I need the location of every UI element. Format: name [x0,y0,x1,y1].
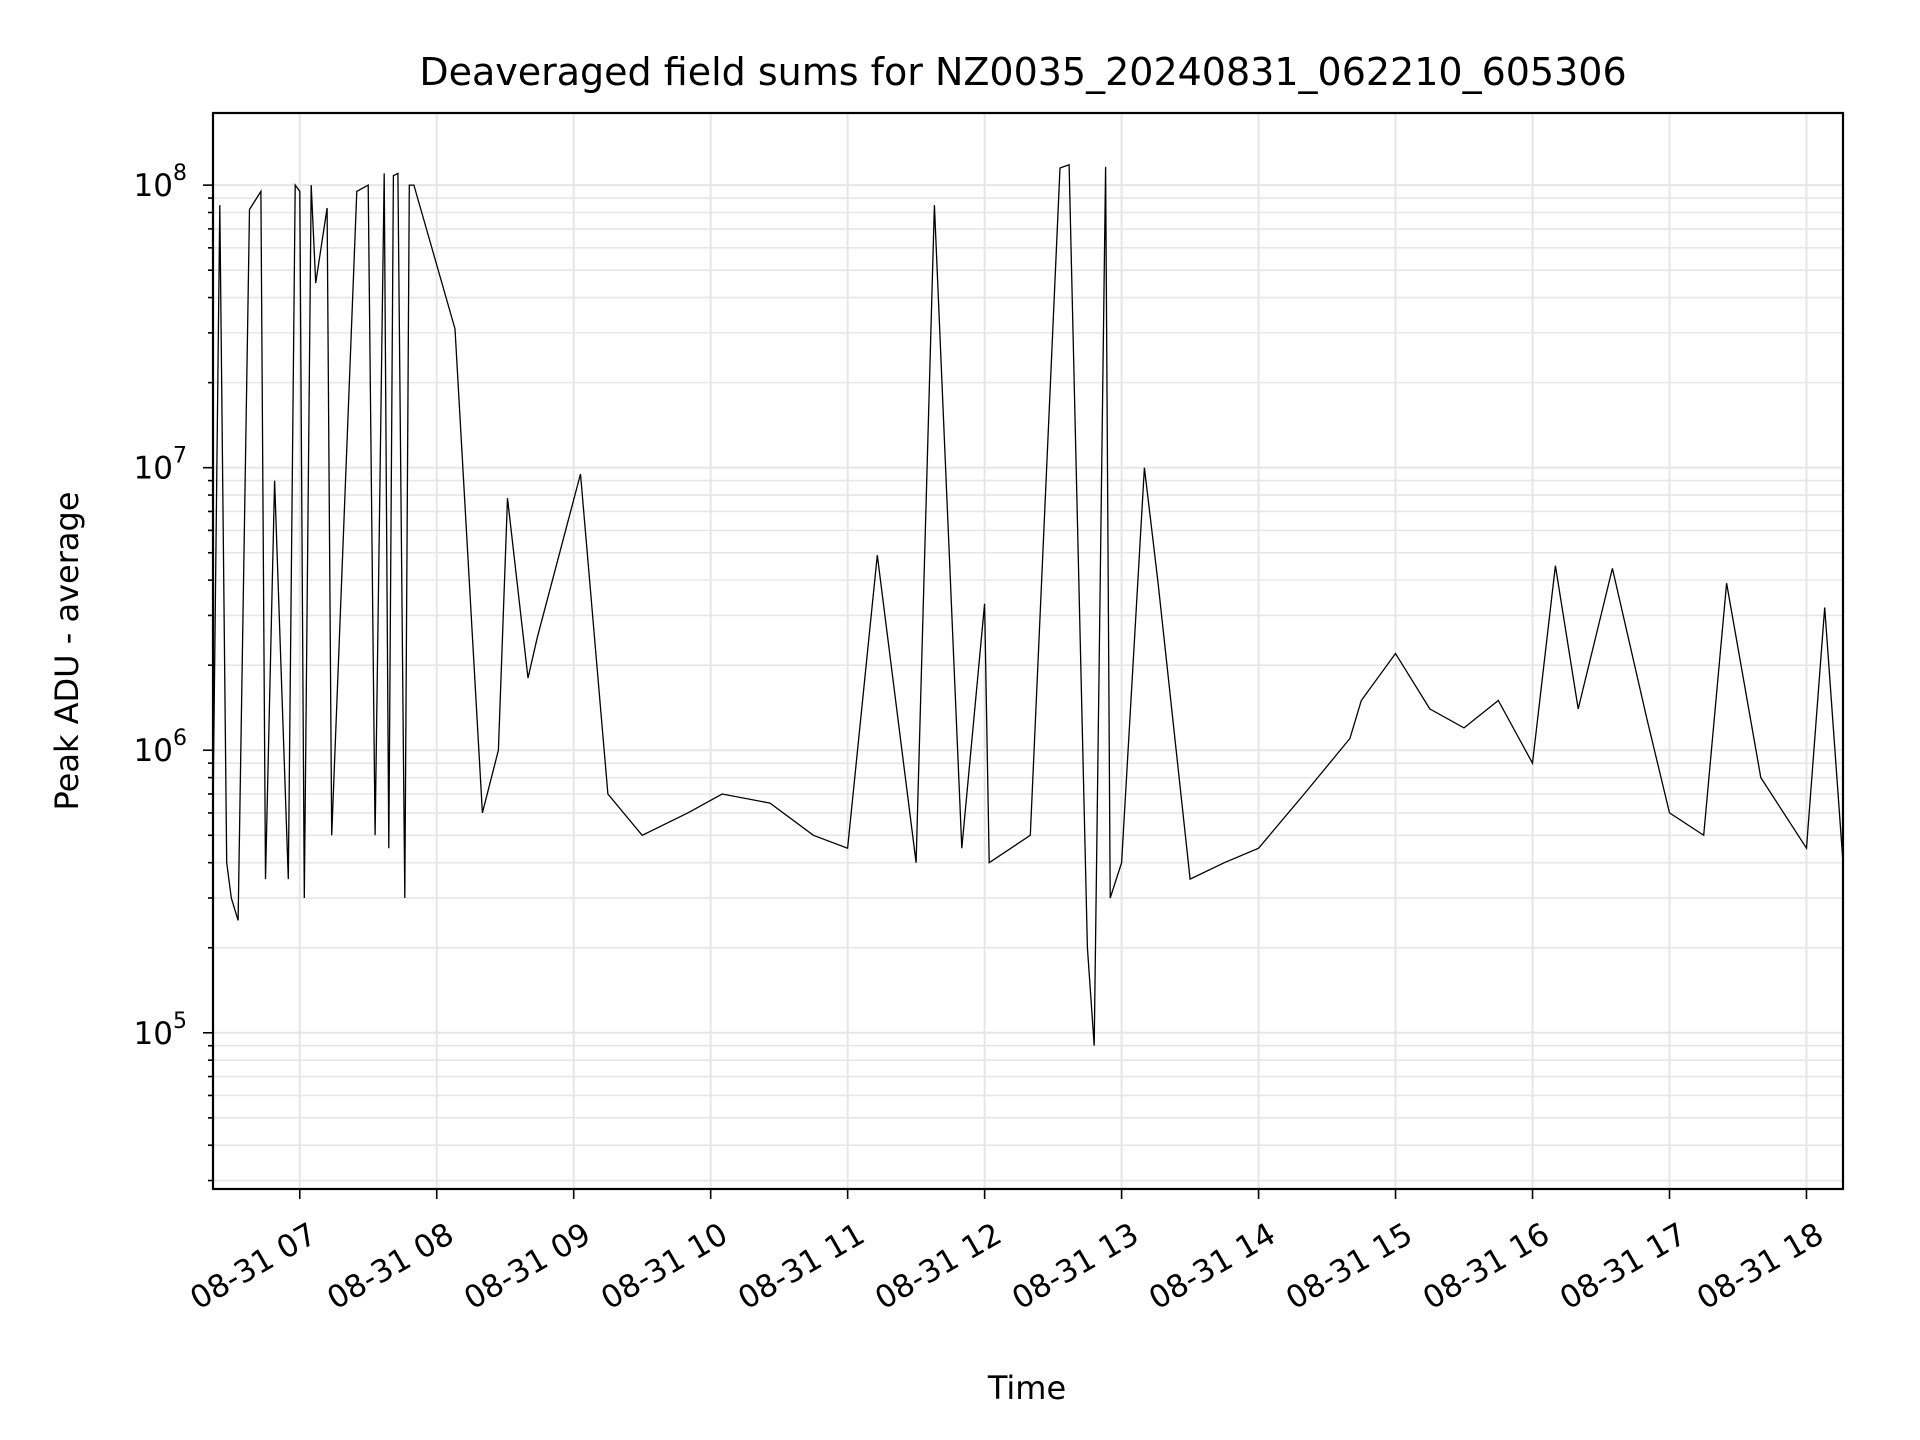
y-tick-label: 105 [134,1009,187,1052]
series-line [212,163,1844,1046]
y-tick-exponent: 6 [173,726,187,751]
y-tick-label: 107 [134,444,187,487]
y-tick-base: 10 [134,733,173,769]
y-tick-base: 10 [134,1016,173,1052]
y-tick-base: 10 [134,451,173,487]
y-tick-exponent: 8 [173,161,187,186]
y-axis-label: Peak ADU - average [48,492,86,811]
y-tick-base: 10 [134,168,173,204]
grid-lines [213,113,1843,1189]
y-tick-exponent: 5 [173,1009,187,1034]
y-tick-exponent: 7 [173,444,187,469]
chart-title: Deaveraged field sums for NZ0035_2024083… [419,50,1626,94]
x-axis-label: Time [987,1369,1066,1407]
y-tick-label: 106 [134,726,187,769]
plot-frame [211,111,1845,1191]
y-tick-label: 108 [134,161,187,204]
plot-area [212,163,1844,1046]
